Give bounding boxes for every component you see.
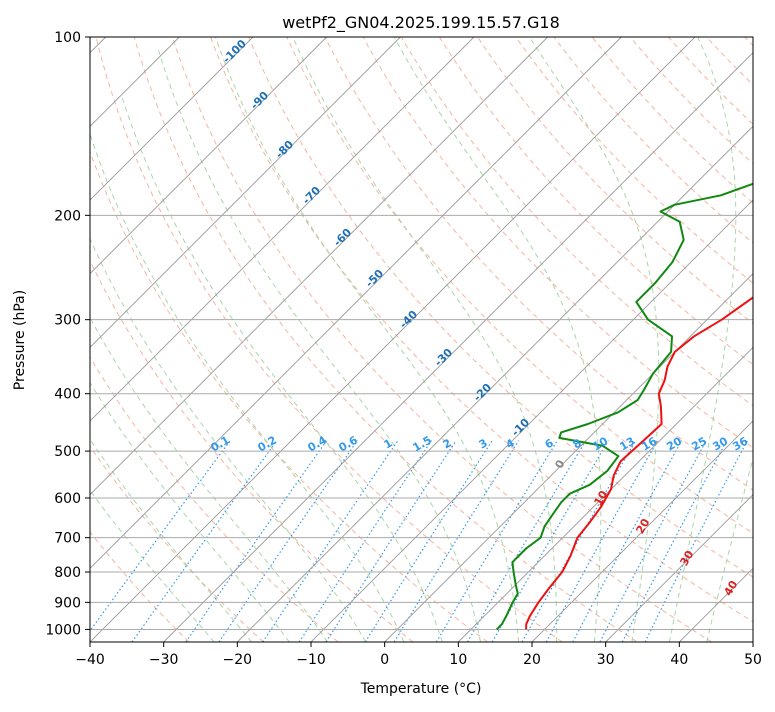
x-tick-label: 10: [449, 652, 467, 668]
x-tick-label: 50: [744, 652, 762, 668]
x-tick-label: −40: [75, 652, 105, 668]
y-tick-label: 900: [54, 595, 81, 611]
y-tick-label: 100: [54, 30, 81, 46]
y-tick-label: 400: [54, 387, 81, 403]
x-tick-label: 30: [597, 652, 615, 668]
y-tick-label: 1000: [45, 622, 81, 638]
y-tick-label: 800: [54, 565, 81, 581]
y-tick-label: 700: [54, 531, 81, 547]
x-tick-label: −10: [296, 652, 326, 668]
y-tick-label: 200: [54, 208, 81, 224]
x-axis-title: Temperature (°C): [360, 681, 482, 697]
x-tick-label: 40: [670, 652, 688, 668]
x-tick-label: 20: [523, 652, 541, 668]
y-tick-label: 500: [54, 444, 81, 460]
x-tick-label: 0: [380, 652, 389, 668]
y-axis-title: Pressure (hPa): [12, 290, 28, 390]
y-tick-label: 300: [54, 313, 81, 329]
y-tick-label: 600: [54, 491, 81, 507]
chart-title: wetPf2_GN04.2025.199.15.57.G18: [282, 13, 560, 33]
x-tick-label: −30: [149, 652, 179, 668]
x-tick-label: −20: [223, 652, 253, 668]
